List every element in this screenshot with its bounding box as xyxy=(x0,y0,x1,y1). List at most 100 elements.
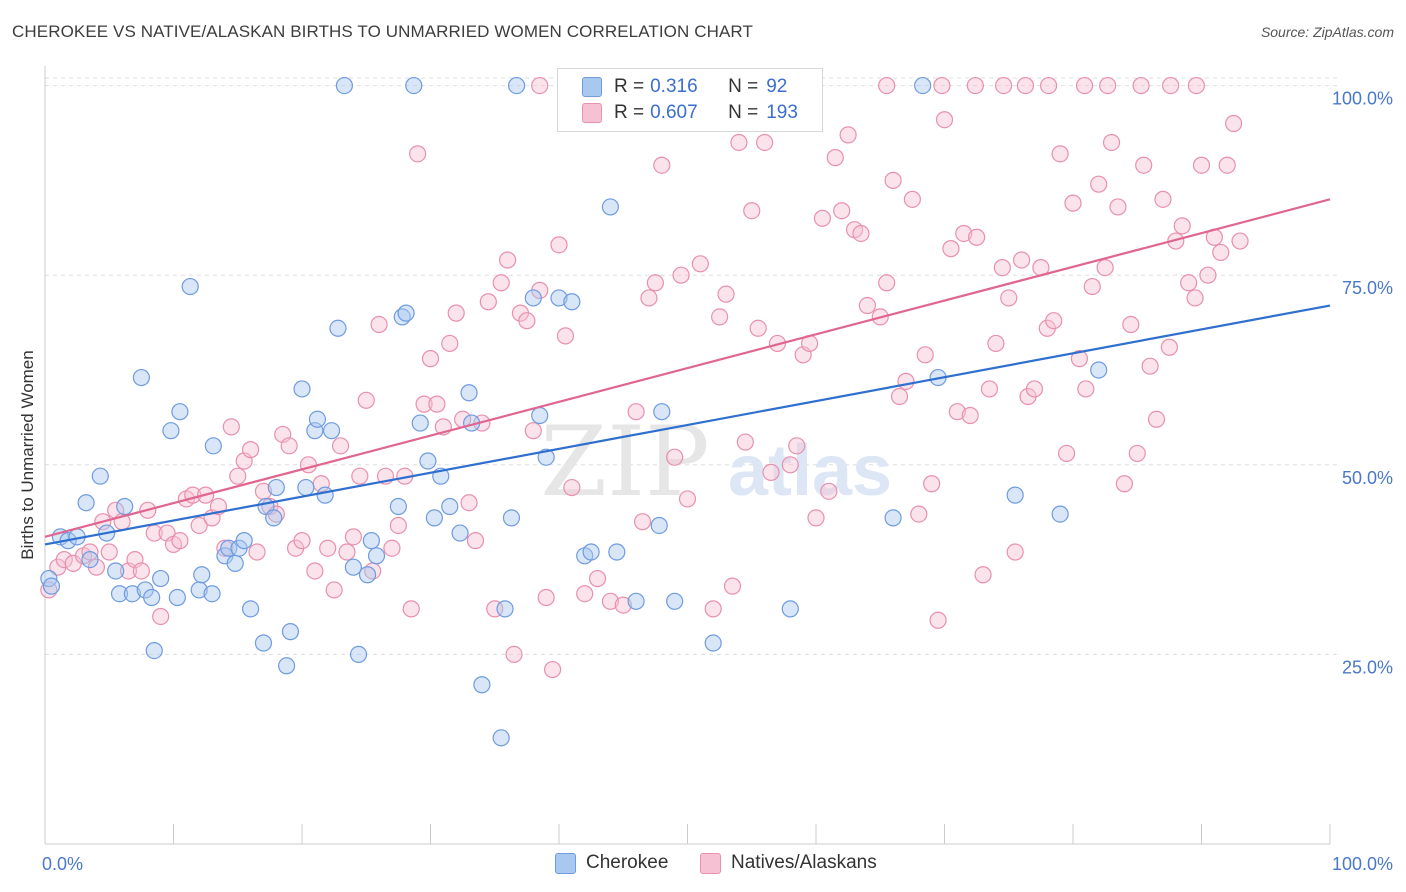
natives-point xyxy=(1051,145,1069,163)
cherokee-point xyxy=(419,452,437,470)
natives-point xyxy=(948,403,966,421)
cherokee-point xyxy=(537,448,555,466)
natives-point xyxy=(479,293,497,311)
natives-point xyxy=(781,456,799,474)
cherokee-point xyxy=(666,592,684,610)
cherokee-point xyxy=(168,588,186,607)
cherokee-point xyxy=(110,585,129,603)
cherokee-point xyxy=(322,422,341,440)
natives-point xyxy=(351,467,369,485)
correlation-legend: R = 0.316 N = 92 R = 0.607 N = 193 xyxy=(557,68,823,132)
natives-point xyxy=(955,224,973,243)
natives-point xyxy=(678,490,697,508)
natives-point xyxy=(743,202,761,220)
cherokee-point xyxy=(344,558,362,576)
natives-point xyxy=(833,202,851,220)
natives-point xyxy=(306,562,324,580)
natives-point xyxy=(229,467,247,485)
cherokee-point xyxy=(507,76,526,95)
watermark: ZIP atlas xyxy=(540,406,892,518)
natives-point xyxy=(987,334,1005,353)
natives-point xyxy=(389,516,407,535)
cherokee-point xyxy=(441,497,459,516)
series-natives-alaskans xyxy=(40,76,1249,679)
legend-r-value: 0.316 xyxy=(650,76,698,97)
natives-point xyxy=(640,289,658,307)
natives-point xyxy=(933,76,951,95)
natives-point xyxy=(1057,444,1076,463)
cherokee-point xyxy=(145,642,163,660)
natives-point xyxy=(966,76,984,95)
natives-point xyxy=(961,406,979,425)
natives-point xyxy=(1064,194,1082,212)
series-cherokee xyxy=(40,76,1108,747)
natives-legend-swatch xyxy=(700,852,721,874)
legend-row-natives: R = 0.607 N = 193 xyxy=(582,100,798,126)
natives-point xyxy=(280,437,298,455)
natives-point xyxy=(1000,289,1018,307)
natives-point xyxy=(242,441,260,459)
cherokee-point xyxy=(781,600,799,618)
natives-point xyxy=(666,448,684,466)
cherokee-point xyxy=(123,585,141,603)
cherokee-point xyxy=(531,406,549,425)
legend-item-natives[interactable]: Natives/Alaskans xyxy=(700,852,877,874)
natives-point xyxy=(923,475,941,493)
cherokee-point xyxy=(524,289,542,307)
natives-point xyxy=(531,76,549,95)
cherokee-point xyxy=(171,403,189,421)
natives-swatch xyxy=(582,103,602,123)
natives-point xyxy=(1160,338,1178,356)
legend-r-value: 0.607 xyxy=(650,102,698,123)
cherokee-point xyxy=(235,532,253,550)
natives-point xyxy=(319,539,337,557)
natives-point xyxy=(1225,114,1243,133)
natives-point xyxy=(1128,444,1146,463)
legend-item-cherokee[interactable]: Cherokee xyxy=(555,852,668,874)
natives-point xyxy=(878,274,896,292)
natives-point xyxy=(1132,76,1150,95)
natives-point xyxy=(190,516,208,535)
cherokee-point xyxy=(297,478,315,497)
natives-point xyxy=(563,478,581,497)
natives-point xyxy=(884,171,902,189)
natives-point xyxy=(723,577,742,595)
natives-point xyxy=(1218,156,1236,174)
natives-point xyxy=(402,600,420,618)
cherokee-point xyxy=(653,403,671,421)
natives-point xyxy=(916,346,934,364)
natives-point xyxy=(100,543,118,561)
cherokee-point xyxy=(132,368,150,387)
natives-point xyxy=(839,126,857,144)
natives-point xyxy=(672,266,690,284)
natives-point xyxy=(518,312,536,330)
cherokee-point xyxy=(425,509,443,527)
cherokee-point xyxy=(405,76,423,95)
y-tick-label: 100.0% xyxy=(1332,89,1393,109)
natives-point xyxy=(935,111,954,129)
natives-point xyxy=(601,592,620,610)
cherokee-point xyxy=(627,592,645,610)
cherokee-point xyxy=(152,569,170,588)
cherokee-point xyxy=(281,623,300,641)
natives-point xyxy=(1186,289,1204,307)
natives-point xyxy=(633,513,652,531)
natives-point xyxy=(171,532,189,550)
x-tick-label-max: 100.0% xyxy=(1332,854,1393,874)
legend-n-value: 92 xyxy=(766,76,788,97)
natives-point xyxy=(878,76,896,95)
natives-point xyxy=(248,543,266,561)
cherokee-point xyxy=(608,543,626,561)
natives-point xyxy=(492,274,510,292)
cherokee-point xyxy=(582,543,600,561)
natives-point xyxy=(820,482,838,500)
natives-point xyxy=(1099,76,1117,95)
natives-point xyxy=(1154,190,1172,208)
cherokee-point xyxy=(704,634,722,652)
natives-point xyxy=(1070,350,1089,368)
y-tick-label: 75.0% xyxy=(1342,278,1393,298)
natives-point xyxy=(466,532,485,550)
cherokee-point xyxy=(329,319,347,337)
natives-point xyxy=(1039,76,1058,95)
